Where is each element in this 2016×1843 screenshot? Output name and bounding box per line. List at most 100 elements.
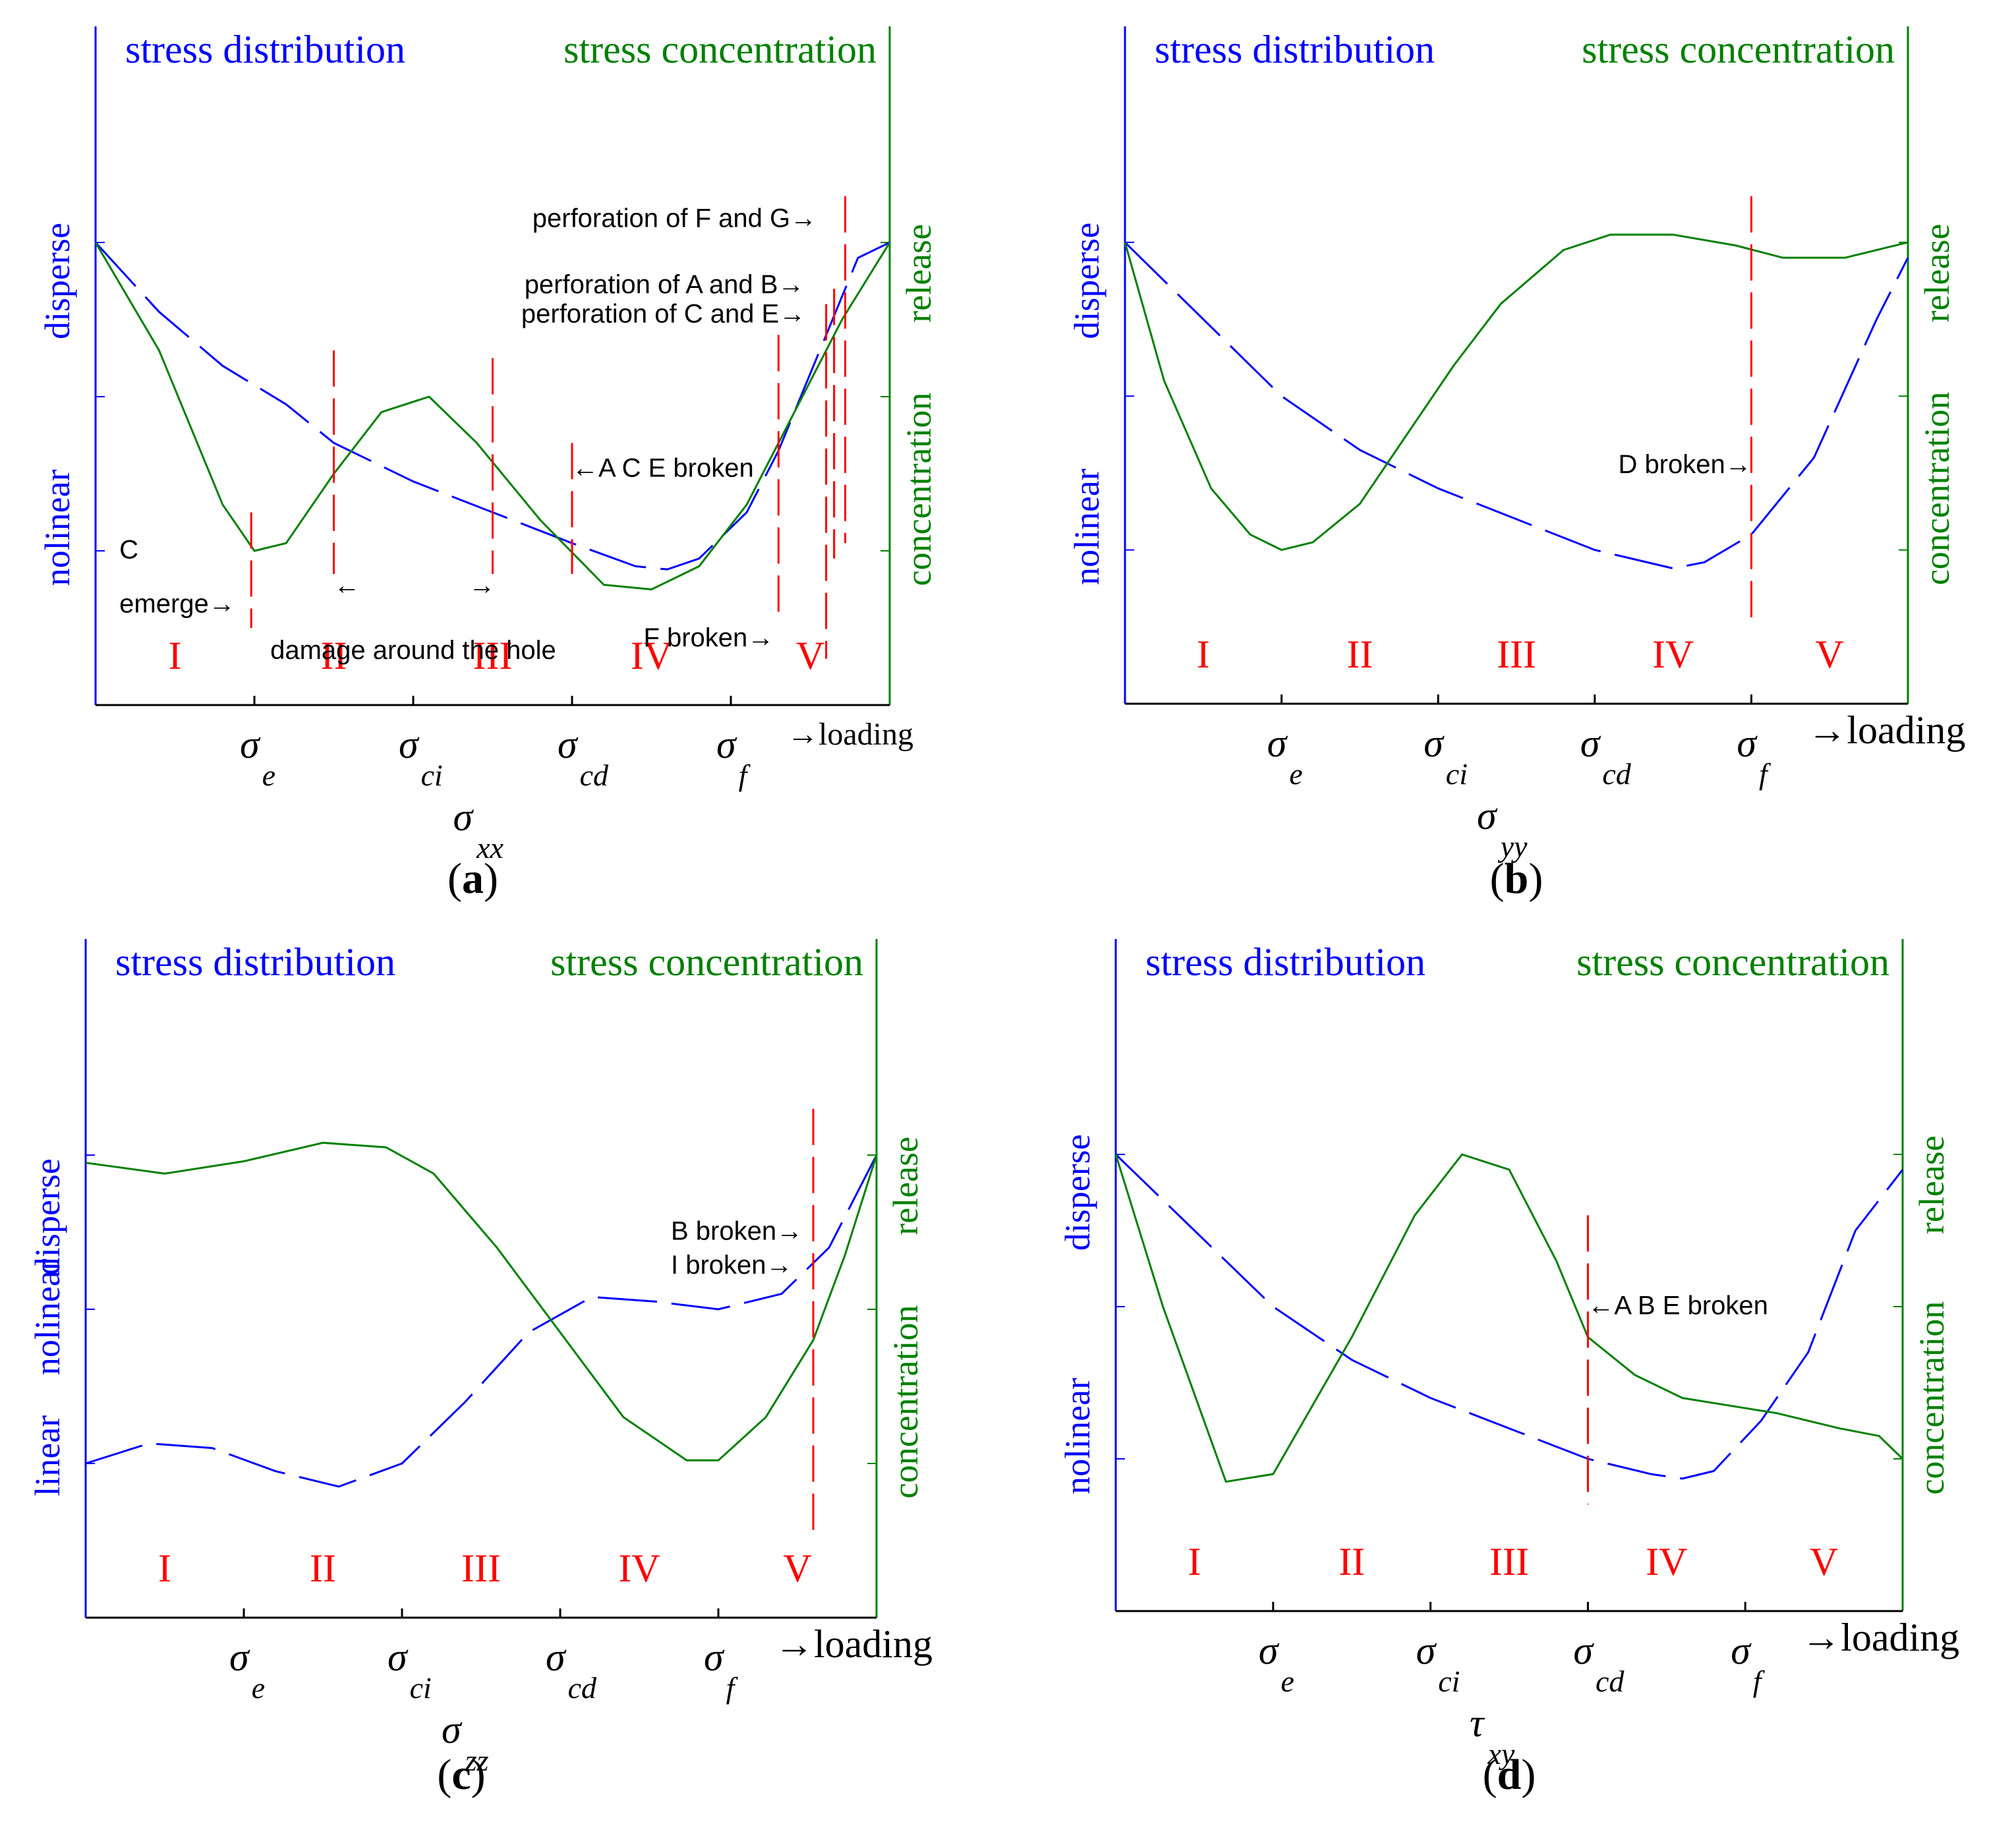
stage-label: I xyxy=(169,634,182,677)
loading-label: →loading xyxy=(774,1622,933,1666)
stage-label: V xyxy=(1810,1540,1838,1583)
stage-label: V xyxy=(783,1546,811,1590)
annotation: ← xyxy=(334,571,360,600)
right-axis-label: release xyxy=(1912,1135,1951,1234)
stage-label: III xyxy=(473,634,513,677)
x-tick-label: σe xyxy=(240,723,275,792)
series-stress-distribution xyxy=(85,1154,878,1488)
x-tick-label: σe xyxy=(229,1635,265,1705)
stage-label: IV xyxy=(631,634,672,677)
title-stress-distribution: stress distribution xyxy=(125,28,405,71)
x-tick-label: σci xyxy=(399,723,443,792)
x-axis-label: τxy xyxy=(1470,1701,1515,1771)
x-tick-label: σcd xyxy=(546,1635,597,1705)
stage-label: II xyxy=(1346,633,1373,676)
left-axis-label: linear xyxy=(28,1415,67,1496)
title-stress-concentration: stress concentration xyxy=(550,940,863,984)
panel-c: stress distribution stress concentration d… xyxy=(28,939,933,1799)
x-tick-label: σf xyxy=(704,1635,739,1705)
stage-label: I xyxy=(158,1546,171,1590)
panel-a: stress distribution stress concentration d… xyxy=(38,26,938,903)
x-axis-label: σxx xyxy=(453,795,504,865)
loading-label: →loading xyxy=(787,717,913,752)
series-stress-distribution xyxy=(1114,1153,1904,1480)
stage-label: II xyxy=(310,1546,336,1590)
stage-label: IV xyxy=(618,1546,660,1590)
annotation: ←A C E broken xyxy=(572,454,754,483)
x-tick-label: σcd xyxy=(558,723,609,792)
loading-label: →loading xyxy=(1801,1616,1959,1659)
x-tick-label: σe xyxy=(1259,1629,1294,1698)
left-axis-label: nolinear xyxy=(38,469,77,586)
annotation: B broken→ xyxy=(671,1217,803,1246)
right-axis-label: release xyxy=(899,224,938,323)
series-stress-distribution xyxy=(94,241,890,571)
x-tick-label: σe xyxy=(1267,722,1303,791)
title-stress-distribution: stress distribution xyxy=(1155,28,1435,71)
panel-caption: (a) xyxy=(447,855,498,903)
annotation: D broken→ xyxy=(1618,450,1751,479)
left-axis-label: nolinear xyxy=(1067,468,1107,585)
stage-label: III xyxy=(1497,633,1536,676)
title-stress-concentration: stress concentration xyxy=(1582,28,1895,71)
title-stress-distribution: stress distribution xyxy=(115,940,395,984)
title-stress-concentration: stress concentration xyxy=(1576,940,1889,984)
panel-caption: (c) xyxy=(437,1751,485,1799)
annotation: perforation of F and G→ xyxy=(533,204,817,233)
stage-label: III xyxy=(461,1546,501,1590)
stage-label: V xyxy=(1816,633,1844,676)
series-stress-concentration xyxy=(85,1141,878,1461)
x-tick-label: σci xyxy=(1416,1629,1460,1698)
annotation: F broken→ xyxy=(643,623,774,652)
series-stress-concentration xyxy=(1114,1153,1904,1483)
left-axis-label: nolinear xyxy=(28,1259,67,1375)
stage-label: III xyxy=(1489,1540,1529,1583)
left-axis-label: nolinear xyxy=(1058,1378,1097,1494)
panel-caption: (b) xyxy=(1490,855,1543,903)
stage-label: IV xyxy=(1646,1540,1687,1583)
x-axis-label: σzz xyxy=(442,1708,488,1777)
annotation: C xyxy=(119,536,138,565)
series-stress-distribution xyxy=(1124,241,1909,570)
annotation: → xyxy=(469,571,495,600)
x-tick-label: σf xyxy=(1737,722,1771,791)
panel-caption: (d) xyxy=(1483,1751,1536,1799)
stage-label: I xyxy=(1197,633,1210,676)
panel-b: stress distribution stress concentration d… xyxy=(1067,26,1965,903)
annotation: perforation of C and E→ xyxy=(521,300,805,329)
stage-label: IV xyxy=(1652,633,1694,676)
series-stress-concentration xyxy=(1124,233,1909,552)
right-axis-label: concentration xyxy=(886,1305,925,1498)
left-axis-label: disperse xyxy=(1058,1134,1097,1251)
right-axis-label: concentration xyxy=(899,392,938,586)
x-tick-label: σcd xyxy=(1580,722,1632,791)
right-axis-label: concentration xyxy=(1917,391,1957,585)
annotation: ←A B E broken xyxy=(1588,1291,1768,1320)
right-axis-label: release xyxy=(886,1137,925,1235)
left-axis-label: disperse xyxy=(28,1158,67,1275)
title-stress-distribution: stress distribution xyxy=(1145,940,1426,984)
right-axis-label: release xyxy=(1917,224,1957,323)
title-stress-concentration: stress concentration xyxy=(563,28,877,71)
stage-label: V xyxy=(796,634,824,677)
x-tick-label: σf xyxy=(1731,1629,1766,1698)
annotation: emerge→ xyxy=(119,590,235,619)
annotation: perforation of A and B→ xyxy=(525,270,805,299)
left-axis-label: disperse xyxy=(38,223,77,339)
stage-label: I xyxy=(1188,1540,1201,1583)
series-stress-concentration xyxy=(94,242,891,590)
annotation: I broken→ xyxy=(671,1251,793,1280)
x-tick-label: σf xyxy=(716,723,751,792)
x-tick-label: σci xyxy=(388,1635,432,1705)
x-tick-label: σcd xyxy=(1573,1629,1625,1698)
stage-label: II xyxy=(321,634,347,677)
x-tick-label: σci xyxy=(1424,722,1468,791)
x-axis-label: σyy xyxy=(1477,794,1528,863)
loading-label: →loading xyxy=(1807,708,1965,752)
left-axis-label: disperse xyxy=(1067,223,1107,339)
right-axis-label: concentration xyxy=(1912,1301,1951,1495)
annotation: damage around the hole xyxy=(270,636,556,665)
stage-label: II xyxy=(1339,1540,1365,1583)
panel-d: stress distribution stress concentration d… xyxy=(1058,939,1959,1799)
